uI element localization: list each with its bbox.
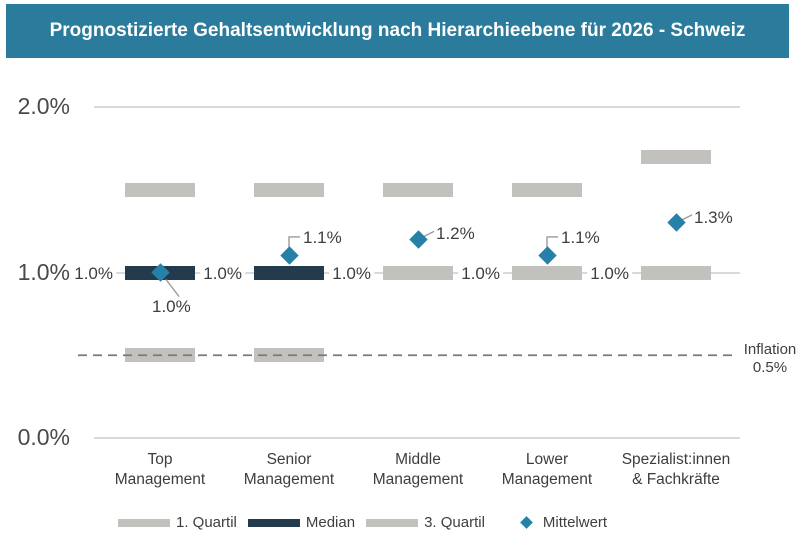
first-quartile-bar: [125, 348, 195, 363]
mean-value-label: 1.1%: [561, 227, 600, 247]
chart-legend: 1. Quartil Median 3. Quartil Mittelwert: [118, 514, 618, 531]
median-value-label: 1.0%: [587, 263, 632, 284]
category-label-line: & Fachkräfte: [632, 471, 720, 488]
mean-diamond: [408, 230, 428, 249]
category-label-line: Spezialist:innen: [621, 451, 731, 468]
category-label: Spezialist:innen & Fachkräfte: [601, 450, 751, 490]
third-quartile-bar: [512, 182, 582, 197]
first-quartile-bar: [641, 265, 711, 280]
median-value-label: 1.0%: [329, 263, 374, 284]
category-label-line: Middle: [395, 451, 441, 468]
y-axis-tick-label: 1.0%: [17, 258, 70, 285]
legend-item-1-quartil: 1. Quartil: [118, 514, 237, 531]
median-value-label: 1.0%: [458, 263, 503, 284]
third-quartile-bar: [641, 149, 711, 164]
legend-mean-diamond-icon: [520, 516, 533, 529]
category-label-line: Management: [243, 471, 335, 488]
inflation-annotation-line1: Inflation: [743, 341, 797, 358]
legend-item-mittelwert: Mittelwert: [496, 514, 607, 531]
mean-callout-line: [423, 230, 435, 238]
category-label-line: Management: [114, 471, 206, 488]
gridline-2.0%: [94, 106, 740, 108]
inflation-annotation-line2: 0.5%: [752, 359, 788, 376]
chart-title: Prognostizierte Gehaltsentwicklung nach …: [49, 20, 746, 41]
first-quartile-bar: [254, 348, 324, 363]
mean-diamond: [279, 246, 299, 266]
median-value-label: 1.0%: [200, 263, 245, 284]
mean-value-label: 1.0%: [152, 296, 191, 316]
median-value-label: 1.0%: [71, 263, 116, 284]
y-axis-tick-label: 0.0%: [17, 424, 70, 450]
first-quartile-bar: [383, 265, 453, 280]
legend-quartile-swatch: [118, 518, 170, 527]
mean-callout-line: [288, 236, 300, 248]
legend-quartile-swatch: [366, 518, 419, 527]
legend-label: 1. Quartil: [176, 514, 237, 531]
chart-title-bar: Prognostizierte Gehaltsentwicklung nach …: [6, 4, 789, 58]
mean-callout-line: [681, 214, 693, 221]
category-label: Senior Management: [214, 450, 364, 490]
third-quartile-bar: [383, 182, 453, 197]
category-label: Top Management: [85, 450, 235, 490]
first-quartile-bar: [512, 265, 582, 280]
y-axis-tick-label: 2.0%: [17, 93, 70, 119]
category-label-line: Senior: [266, 451, 312, 468]
category-label-line: Lower: [525, 451, 569, 468]
third-quartile-bar: [125, 182, 195, 197]
category-label: Middle Management: [343, 450, 493, 490]
third-quartile-bar: [254, 182, 324, 197]
category-label-line: Management: [372, 471, 464, 488]
mean-callout-line: [165, 279, 180, 297]
legend-median-swatch: [247, 518, 300, 527]
median-bar: [254, 265, 324, 280]
mean-callout-line: [546, 236, 558, 248]
legend-label: Mittelwert: [542, 514, 608, 531]
legend-label: 3. Quartil: [424, 514, 485, 531]
mean-value-label: 1.2%: [436, 224, 475, 244]
mean-diamond: [666, 213, 686, 233]
category-label-line: Management: [501, 471, 593, 488]
category-label: Lower Management: [472, 450, 622, 490]
legend-item-3-quartil: 3. Quartil: [366, 514, 485, 531]
legend-label: Median: [305, 514, 356, 531]
gridline-0.0%: [94, 437, 740, 439]
mean-value-label: 1.3%: [694, 207, 733, 227]
category-label-line: Top: [147, 451, 173, 468]
legend-item-median: Median: [247, 514, 356, 531]
mean-diamond: [537, 246, 557, 266]
mean-value-label: 1.1%: [303, 227, 342, 247]
inflation-annotation: Inflation 0.5%: [740, 341, 800, 377]
